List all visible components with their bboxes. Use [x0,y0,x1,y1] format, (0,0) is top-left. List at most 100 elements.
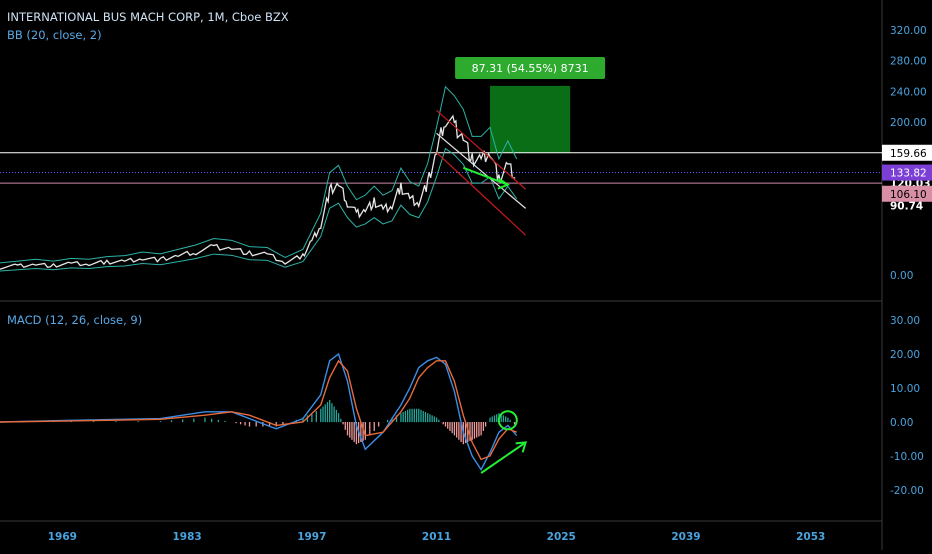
channel-lower [437,153,526,236]
macd-hist-bar [137,421,138,422]
macd-hist-bar [351,422,352,440]
macd-hist-bar [240,422,241,424]
macd-hist-bar [427,413,428,422]
x-tick-2: 1997 [297,531,326,543]
macd-hist-bar [443,422,444,424]
price-line [0,116,515,269]
macd-hist-bar [340,419,341,422]
macd-hist-bar [480,422,481,435]
macd-line [0,354,517,470]
macd-hist-bar [211,419,212,422]
macd-hist-bar [425,412,426,422]
symbol-legend: INTERNATIONAL BUS MACH CORP, 1M, Cboe BZ… [7,10,289,24]
macd-tick-0: 30.00 [890,315,920,327]
price-tick-7: 90.74 [890,201,923,213]
macd-hist-bar [354,422,355,442]
macd-hist-bar [249,422,250,427]
macd-hist-bar [431,415,432,422]
macd-hist-bar [235,422,236,423]
macd-hist-bar [429,414,430,422]
macd-hist-bar [400,413,401,422]
target-box [490,86,570,153]
macd-hist-bar [327,402,328,422]
macd-hist-bar [322,407,323,423]
macd-tick-3: 0.00 [890,417,913,429]
price-label-2: 106.10 [890,189,927,201]
macd-hist-bar [160,421,161,422]
macd-hist-bar [472,422,473,440]
macd-hist-bar [483,422,484,431]
x-tick-1: 1983 [172,531,201,543]
macd-hist-bar [333,407,334,423]
macd-hist-bar [218,420,219,422]
macd-hist-bar [507,418,508,423]
macd-hist-bar [369,422,370,435]
macd-hist-bar [436,418,437,423]
price-tick-3: 200.00 [890,117,927,129]
macd-hist-bar [204,418,205,423]
macd-hist-bar [489,418,490,423]
macd-hist-bar [485,422,486,427]
macd-hist-bar [316,411,317,422]
bb-legend: BB (20, close, 2) [7,28,102,42]
macd-hist-bar [387,420,388,422]
macd-hist-bar [407,410,408,422]
macd-hist-bar [478,422,479,436]
macd-hist-bar [320,409,321,422]
macd-hist-bar [505,416,506,422]
macd-hist-bar [494,415,495,422]
price-arrow-shaft [463,168,508,185]
price-tick-1: 280.00 [890,56,927,68]
macd-hist-bar [182,419,183,422]
macd-hist-bar [347,422,348,435]
macd-legend: MACD (12, 26, close, 9) [7,313,142,327]
macd-hist-bar [456,422,457,438]
macd-tick-2: 10.00 [890,383,920,395]
x-tick-6: 2053 [796,531,825,543]
macd-hist-bar [224,421,225,422]
macd-hist-bar [445,422,446,427]
macd-hist-bar [405,411,406,422]
macd-hist-bar [193,418,194,422]
macd-hist-bar [93,421,94,422]
signal-line [0,361,517,460]
macd-tick-5: -20.00 [890,485,924,497]
macd-hist-bar [171,420,172,422]
macd-hist-bar [452,422,453,433]
macd-hist-bar [492,416,493,422]
macd-hist-bar [325,404,326,422]
macd-hist-bar [476,422,477,438]
x-tick-4: 2025 [547,531,576,543]
price-tick-2: 240.00 [890,86,927,98]
macd-hist-bar [474,422,475,439]
macd-tick-4: -10.00 [890,451,924,463]
macd-hist-bar [449,422,450,431]
macd-hist-bar [256,422,257,427]
macd-hist-bar [418,409,419,422]
macd-hist-bar [438,420,439,422]
macd-hist-bar [423,411,424,422]
target-label: 87.31 (54.55%) 8731 [472,62,589,75]
x-tick-3: 2011 [422,531,451,543]
x-tick-0: 1969 [48,531,77,543]
macd-hist-bar [115,421,116,422]
macd-hist-bar [447,422,448,429]
price-tick-0: 320.00 [890,25,927,37]
price-label-1: 133.82 [890,168,927,180]
macd-hist-bar [338,413,339,422]
macd-hist-bar [336,410,337,422]
macd-hist-bar [244,422,245,425]
price-label-0: 159.66 [890,148,927,160]
macd-hist-bar [374,422,375,431]
macd-hist-bar [414,409,415,422]
price-tick-8: 0.00 [890,270,913,282]
macd-hist-bar [331,403,332,422]
macd-hist-bar [409,409,410,422]
macd-hist-bar [503,415,504,422]
macd-hist-bar [411,409,412,422]
macd-hist-bar [378,422,379,427]
macd-tick-1: 20.00 [890,349,920,361]
macd-hist-bar [496,414,497,422]
